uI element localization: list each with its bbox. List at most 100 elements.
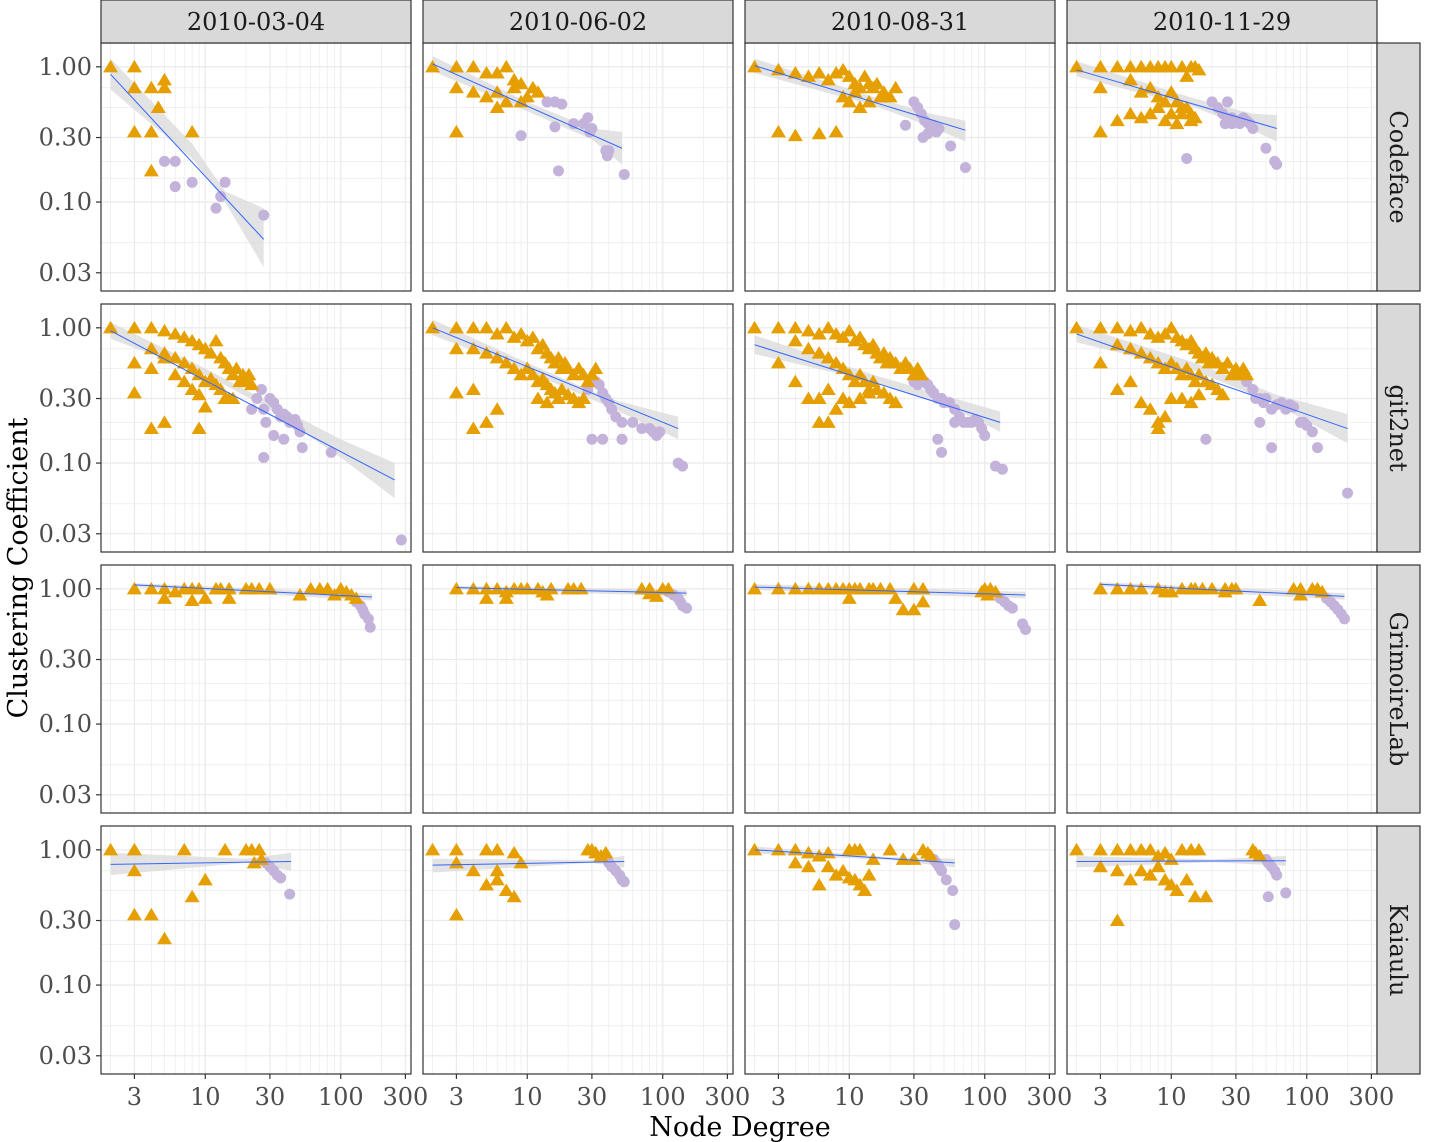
data-point-circle [186,176,198,188]
data-point-triangle [1150,859,1166,873]
data-point-triangle [221,581,237,595]
data-point-triangle [126,863,142,877]
data-point-circle [949,416,961,428]
data-point-triangle [156,350,172,364]
data-point-circle [932,433,944,445]
data-point-circle [654,426,666,438]
confidence-ribbon [754,846,955,868]
data-point-triangle [425,842,441,856]
data-point-triangle [348,591,364,604]
x-tick-label: 10 [1156,1083,1187,1111]
trend-line [1100,583,1345,597]
data-point-triangle [1150,330,1166,343]
data-point-triangle [292,588,308,601]
data-point-triangle [835,330,851,343]
data-point-triangle [1150,849,1166,862]
data-point-triangle [448,842,464,856]
data-point-circle [603,145,615,157]
data-point-triangle [1109,581,1125,595]
data-point-triangle [852,391,868,405]
data-point-triangle [852,842,868,856]
data-point-triangle [448,320,464,334]
data-point-triangle [1150,89,1166,103]
data-point-triangle [1169,116,1185,130]
data-point-circle [1181,152,1193,164]
panel-codeface-2010-08-31 [744,42,1056,292]
panel-border [422,303,734,553]
data-point-triangle [906,852,922,865]
data-point-triangle [498,94,514,108]
data-point-triangle [506,889,522,903]
data-point-triangle [150,100,166,114]
panel-git2net-2010-11-29 [1066,303,1378,553]
data-point-circle [949,919,961,931]
data-point-triangle [865,852,881,865]
data-point-triangle [841,323,857,337]
data-point-triangle [1142,106,1158,120]
x-tick-label: 10 [834,1083,865,1111]
data-point-circle [1020,624,1032,636]
data-point-triangle [143,421,159,435]
data-point-circle [258,403,270,415]
data-point-circle [945,140,957,152]
trend-line [110,860,292,865]
x-axis-title: Node Degree [649,1112,831,1142]
data-point-triangle [1239,367,1255,381]
strip-background [1376,825,1421,1075]
data-point-triangle [1191,62,1207,76]
data-point-circle [515,130,527,142]
data-point-circle [1306,426,1318,438]
data-point-triangle [498,591,514,604]
x-tick-label: 3 [127,1083,142,1111]
panel-plot-area [423,826,733,1074]
panel-plot-area [1067,565,1377,813]
data-point-triangle [598,845,614,859]
data-point-triangle [1122,581,1138,595]
strip-background [100,0,412,44]
data-point-circle [395,534,407,546]
data-point-triangle [800,581,816,595]
data-point-triangle [1092,320,1108,334]
x-tick-label: 100 [640,1083,686,1111]
panel-border [100,303,412,553]
data-point-triangle [811,66,827,79]
data-point-triangle [1163,584,1179,598]
data-point-circle [210,202,222,214]
confidence-ribbon [110,852,292,876]
data-point-triangle [800,323,816,337]
strip-background [744,0,1056,44]
data-point-triangle [156,72,172,86]
strip-2010-03-04: 2010-03-04 [100,0,412,44]
data-point-triangle [800,391,816,405]
data-point-triangle [197,591,213,604]
data-point-circle [618,876,630,888]
data-point-triangle [1157,845,1173,859]
trend-line [754,586,1026,596]
data-point-triangle [828,124,844,138]
data-point-triangle [184,124,200,138]
data-point-triangle [828,402,844,415]
data-point-circle [258,209,270,221]
data-point-triangle [1198,889,1214,903]
panel-kaiaulu-2010-03-04 [100,825,412,1075]
data-point-triangle [126,320,142,334]
data-point-triangle [649,589,665,602]
x-tick-label: 30 [255,1083,286,1111]
data-point-triangle [588,361,604,375]
y-tick-label: 0.10 [39,710,92,738]
panel-git2net-2010-03-04 [100,303,412,553]
data-point-triangle [327,588,343,601]
data-point-triangle [1252,849,1268,862]
column-strips: 2010-03-04 2010-06-02 2010-08-31 2010-11-29 [100,0,1378,44]
trend-line [110,330,395,481]
data-point-circle [1200,433,1212,445]
data-point-triangle [1109,863,1125,877]
data-point-triangle [888,395,904,409]
data-point-triangle [489,872,505,886]
data-point-triangle [915,594,931,608]
data-point-circle [258,451,270,463]
data-point-triangle [811,849,827,862]
data-point-triangle [811,346,827,359]
data-point-circle [947,885,959,897]
data-point-triangle [1187,889,1203,903]
